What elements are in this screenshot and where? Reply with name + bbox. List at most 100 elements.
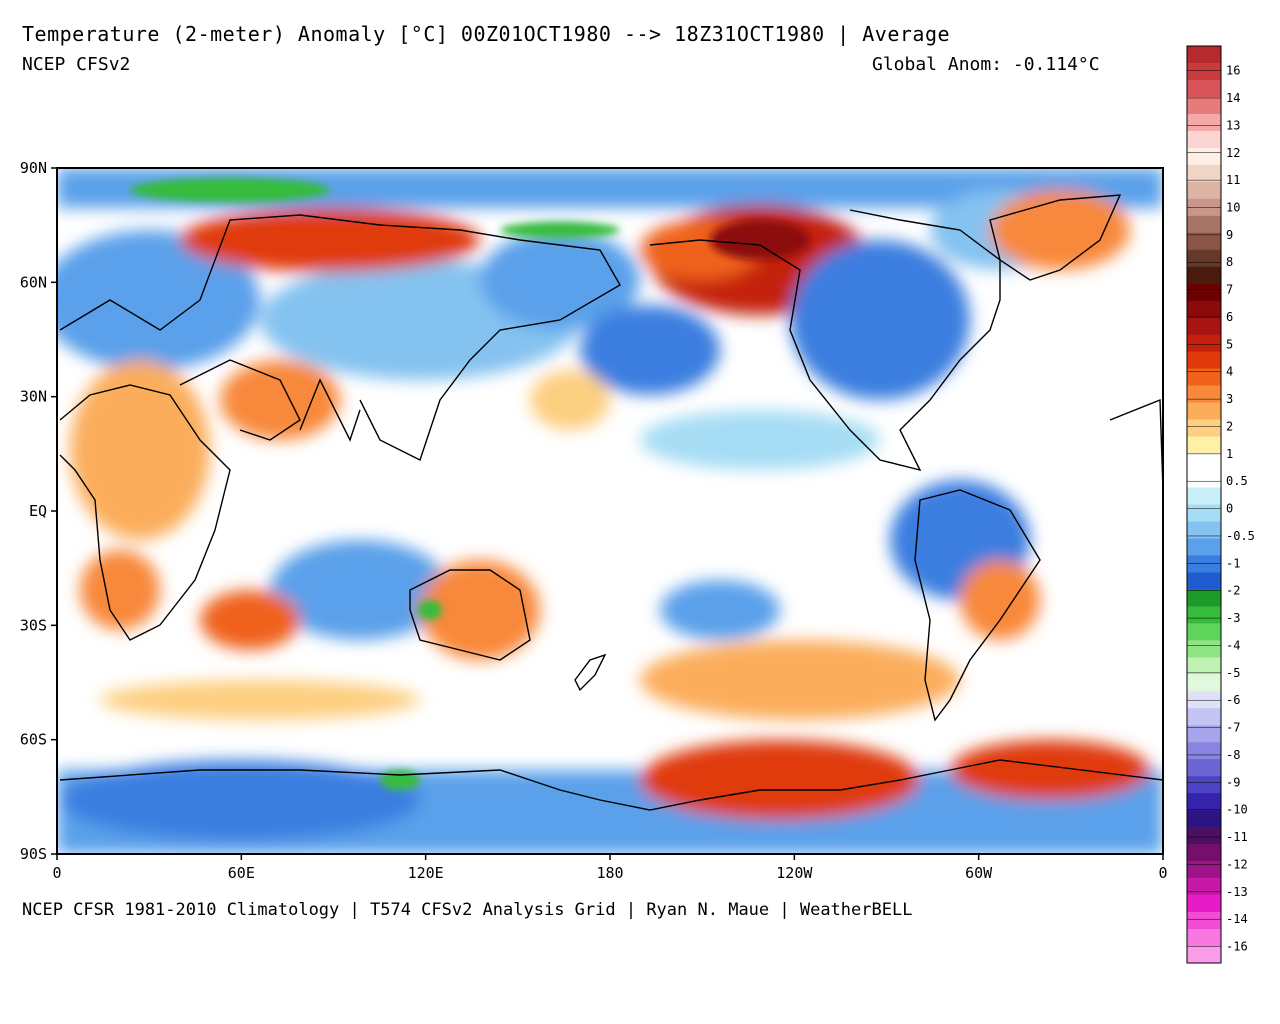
- colorbar-swatch: [1187, 759, 1221, 777]
- coastlines: [59, 194, 1163, 811]
- colorbar-label: 0.5: [1226, 474, 1248, 488]
- lat-label: EQ: [29, 502, 47, 520]
- colorbar-swatch: [1187, 79, 1221, 98]
- lat-label: 90S: [20, 845, 47, 863]
- colorbar-label: -7: [1226, 721, 1240, 735]
- colorbar-label: -2: [1226, 584, 1240, 598]
- global-anomaly: Global Anom: -0.114°C: [872, 54, 1100, 75]
- colorbar-swatch: [1187, 317, 1221, 335]
- colorbar-label: -13: [1226, 885, 1248, 899]
- colorbar: 16 14 13 12 11 10 9 8 7 6 5 4 3 2 1 0.5 0 -0.5 -1 -2 -3 -4 -5 -…: [1186, 45, 1255, 964]
- lon-label: 0: [52, 864, 61, 882]
- colorbar-label: 6: [1226, 310, 1233, 324]
- colorbar-label: -9: [1226, 775, 1240, 789]
- colorbar-swatch: [1187, 572, 1221, 590]
- colorbar-swatch: [1187, 946, 1221, 964]
- colorbar-label: -8: [1226, 748, 1240, 762]
- colorbar-swatch: [1187, 776, 1221, 794]
- credits-footer: NCEP CFSR 1981-2010 Climatology | T574 C…: [22, 900, 913, 920]
- colorbar-label: 12: [1226, 146, 1240, 160]
- colorbar-label: 1: [1226, 447, 1233, 461]
- colorbar-swatch: [1187, 640, 1221, 658]
- colorbar-label: -6: [1226, 693, 1240, 707]
- colorbar-label: -1: [1226, 556, 1240, 570]
- colorbar-swatch: [1187, 555, 1221, 573]
- lat-label: 60N: [20, 273, 47, 291]
- colorbar-swatch: [1187, 691, 1221, 709]
- colorbar-label: -11: [1226, 830, 1248, 844]
- colorbar-frame: [1186, 45, 1222, 964]
- colorbar-swatch: [1187, 487, 1221, 505]
- colorbar-label: 0: [1226, 502, 1233, 516]
- lat-label: 90N: [20, 159, 47, 177]
- colorbar-swatch: [1187, 895, 1221, 913]
- chart-title: Temperature (2-meter) Anomaly [°C] 00Z01…: [22, 22, 951, 46]
- colorbar-swatch: [1187, 453, 1221, 471]
- colorbar-swatch: [1187, 164, 1221, 183]
- lat-label: 30N: [20, 388, 47, 406]
- colorbar-swatch: [1187, 623, 1221, 641]
- colorbar-label: -5: [1226, 666, 1240, 680]
- colorbar-label: -10: [1226, 803, 1248, 817]
- lon-label: 120W: [776, 864, 813, 882]
- colorbar-label: -0.5: [1226, 529, 1255, 543]
- colorbar-label: 3: [1226, 392, 1233, 406]
- colorbar-swatch: [1187, 130, 1221, 149]
- colorbar-label: 16: [1226, 64, 1240, 78]
- colorbar-swatch: [1187, 827, 1221, 845]
- colorbar-swatch: [1187, 96, 1221, 115]
- colorbar-swatch: [1187, 708, 1221, 726]
- colorbar-swatch: [1187, 351, 1221, 369]
- colorbar-label: -12: [1226, 857, 1248, 871]
- colorbar-swatch: [1187, 589, 1221, 607]
- colorbar-swatch: [1187, 385, 1221, 403]
- colorbar-swatch: [1187, 810, 1221, 828]
- colorbar-label: -4: [1226, 638, 1240, 652]
- colorbar-swatch: [1187, 232, 1221, 251]
- latitude-axis: 90N 60N 30N EQ 30S 60S 90S: [20, 159, 57, 863]
- colorbar-label: 7: [1226, 283, 1233, 297]
- colorbar-label: 2: [1226, 419, 1233, 433]
- colorbar-swatch: [1187, 725, 1221, 743]
- lon-label: 60W: [965, 864, 993, 882]
- colorbar-swatch: [1187, 283, 1221, 302]
- colorbar-swatch: [1187, 742, 1221, 760]
- colorbar-label: 13: [1226, 118, 1240, 132]
- colorbar-swatch: [1187, 436, 1221, 454]
- colorbar-label: 9: [1226, 228, 1233, 242]
- colorbar-swatch: [1187, 249, 1221, 268]
- colorbar-label: 5: [1226, 337, 1233, 351]
- longitude-axis: 0 60E 120E 180 120W 60W 0: [52, 854, 1168, 882]
- colorbar-label: -14: [1226, 912, 1248, 926]
- colorbar-swatch: [1187, 181, 1221, 200]
- model-name: NCEP CFSv2: [22, 54, 131, 75]
- colorbar-swatch: [1187, 929, 1221, 947]
- colorbar-swatch: [1187, 878, 1221, 896]
- lat-label: 30S: [20, 616, 47, 634]
- lon-label: 60E: [228, 864, 255, 882]
- colorbar-swatch: [1187, 215, 1221, 234]
- colorbar-swatch: [1187, 912, 1221, 930]
- map-field: [57, 168, 1163, 854]
- colorbar-swatch: [1187, 300, 1221, 319]
- colorbar-swatch: [1187, 861, 1221, 879]
- colorbar-swatch: [1187, 538, 1221, 556]
- colorbar-swatch: [1187, 793, 1221, 811]
- lon-label: 0: [1158, 864, 1167, 882]
- colorbar-swatch: [1187, 470, 1221, 488]
- colorbar-label: 14: [1226, 91, 1240, 105]
- colorbar-label: 10: [1226, 201, 1240, 215]
- colorbar-swatch: [1187, 402, 1221, 420]
- colorbar-label: -16: [1226, 940, 1248, 954]
- colorbar-swatch: [1187, 266, 1221, 285]
- colorbar-label: 11: [1226, 173, 1240, 187]
- colorbar-swatch: [1187, 674, 1221, 692]
- colorbar-swatch: [1187, 504, 1221, 522]
- colorbar-label: 4: [1226, 365, 1233, 379]
- colorbar-label: 8: [1226, 255, 1233, 269]
- colorbar-swatch: [1187, 62, 1221, 81]
- colorbar-swatch: [1187, 606, 1221, 624]
- colorbar-label: -3: [1226, 611, 1240, 625]
- colorbar-swatch: [1187, 334, 1221, 352]
